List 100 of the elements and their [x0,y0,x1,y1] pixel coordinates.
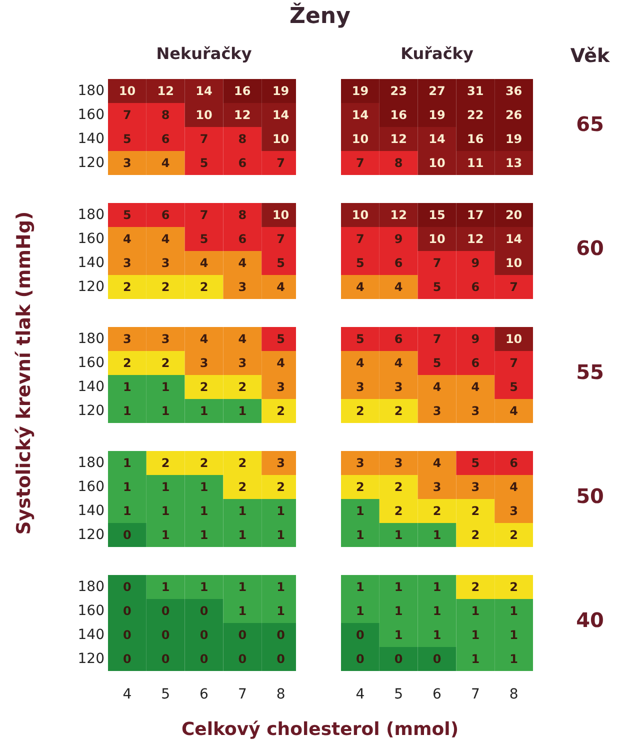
data-label: 4 [510,404,518,418]
data-label: 9 [394,232,403,246]
data-label: 6 [394,332,403,346]
data-label: 1 [471,628,480,642]
data-label: 9 [471,332,480,346]
data-label: 3 [394,456,403,470]
data-label: 0 [161,628,170,642]
data-label: 13 [505,156,522,170]
data-label: 0 [123,652,132,666]
data-label: 4 [238,332,247,346]
data-label: 3 [432,404,442,418]
data-label: 8 [394,156,403,170]
data-label: 4 [123,232,132,246]
y2-axis-title: 65 [575,112,605,136]
data-label: 4 [276,280,285,294]
data-label: 10 [272,208,290,222]
y-tick-label: 180 [78,83,104,99]
y-tick-label: 120 [78,527,104,543]
data-label: 2 [276,404,285,418]
data-label: 1 [432,528,442,542]
y-tick-label: 140 [78,503,104,519]
data-label: 3 [510,504,518,518]
data-label: 1 [432,628,442,642]
data-label: 27 [428,84,446,98]
data-label: 2 [510,528,518,542]
data-label: 1 [161,480,170,494]
data-label: 5 [276,332,285,346]
data-label: 12 [234,108,251,122]
data-label: 5 [123,132,132,146]
data-label: 1 [123,480,132,494]
data-label: 7 [200,132,208,146]
data-label: 3 [200,356,208,370]
data-label: 2 [161,356,170,370]
data-label: 5 [356,256,364,270]
data-label: 1 [238,528,247,542]
data-label: 4 [510,480,518,494]
y2-axis-title: 40 [575,608,605,632]
data-label: 5 [432,280,442,294]
data-label: 19 [352,84,369,98]
data-label: 5 [356,332,364,346]
data-label: 2 [394,504,403,518]
data-label: 0 [123,580,132,594]
data-label: 14 [272,108,290,122]
y-tick-label: 120 [78,279,104,295]
data-label: 3 [471,480,480,494]
data-label: 36 [505,84,522,98]
data-label: 4 [432,380,442,394]
data-label: 2 [123,356,132,370]
data-label: 6 [471,280,480,294]
data-label: 2 [471,528,480,542]
data-label: 9 [471,256,480,270]
data-label: 6 [394,256,403,270]
data-label: 2 [200,380,208,394]
data-label: 2 [394,480,403,494]
data-label: 10 [428,156,446,170]
data-label: 16 [234,84,251,98]
data-label: 6 [510,456,518,470]
data-label: 1 [276,504,285,518]
y-tick-label: 120 [78,403,104,419]
data-label: 0 [238,628,247,642]
data-label: 2 [200,280,208,294]
data-label: 16 [390,108,407,122]
data-label: 0 [394,652,403,666]
y2-axis-title: 60 [575,236,605,260]
data-label: 1 [200,580,208,594]
y-tick-label: 120 [78,651,104,667]
y-tick-label: 140 [78,627,104,643]
data-label: 0 [276,628,285,642]
y-tick-label: 180 [78,331,104,347]
data-label: 3 [394,380,403,394]
x-tick-label: 5 [161,686,170,702]
data-label: 14 [352,108,369,122]
data-label: 1 [161,528,170,542]
data-label: 4 [200,256,208,270]
data-label: 7 [356,232,364,246]
data-label: 1 [510,628,518,642]
y-tick-label: 160 [78,231,104,247]
data-label: 4 [471,380,480,394]
data-label: 2 [238,456,247,470]
data-label: 4 [432,456,442,470]
data-label: 0 [432,652,442,666]
data-label: 7 [432,256,442,270]
data-label: 3 [161,332,170,346]
data-label: 26 [505,108,522,122]
data-label: 1 [471,604,480,618]
data-label: 2 [123,280,132,294]
data-label: 7 [432,332,442,346]
data-label: 10 [505,256,522,270]
x-tick-label: 4 [122,686,132,702]
x-tick-label: 4 [356,686,365,702]
data-label: 2 [356,480,364,494]
data-label: 14 [428,132,446,146]
data-label: 7 [276,232,285,246]
data-label: 0 [200,604,208,618]
data-label: 4 [394,356,403,370]
data-label: 12 [157,84,174,98]
data-label: 20 [505,208,522,222]
data-label: 19 [272,84,290,98]
data-label: 6 [471,356,480,370]
data-label: 1 [123,404,132,418]
